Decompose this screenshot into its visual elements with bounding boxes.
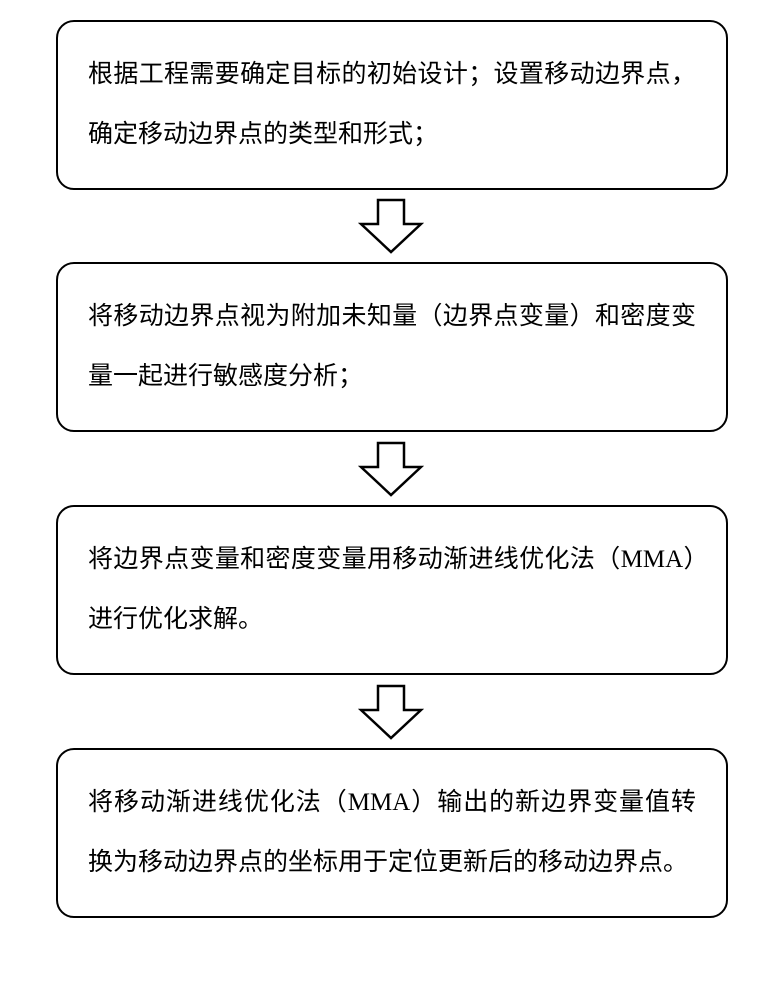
flowchart-canvas: 根据工程需要确定目标的初始设计；设置移动边界点，确定移动边界点的类型和形式； 将… [0,0,782,1000]
flow-arrow-1 [358,198,424,259]
flow-node-4-text: 将移动渐进线优化法（MMA）输出的新边界变量值转换为移动边界点的坐标用于定位更新… [88,789,696,876]
flow-node-1: 根据工程需要确定目标的初始设计；设置移动边界点，确定移动边界点的类型和形式； [56,20,728,190]
flow-arrow-2 [358,441,424,502]
flow-node-2-text: 将移动边界点视为附加未知量（边界点变量）和密度变量一起进行敏感度分析； [88,303,696,390]
flow-arrow-3 [358,684,424,745]
flow-node-3-text: 将边界点变量和密度变量用移动渐进线优化法（MMA）进行优化求解。 [88,546,696,633]
flow-node-2: 将移动边界点视为附加未知量（边界点变量）和密度变量一起进行敏感度分析； [56,262,728,432]
flow-node-4: 将移动渐进线优化法（MMA）输出的新边界变量值转换为移动边界点的坐标用于定位更新… [56,748,728,918]
flow-node-1-text: 根据工程需要确定目标的初始设计；设置移动边界点，确定移动边界点的类型和形式； [88,61,696,148]
flow-node-3: 将边界点变量和密度变量用移动渐进线优化法（MMA）进行优化求解。 [56,505,728,675]
